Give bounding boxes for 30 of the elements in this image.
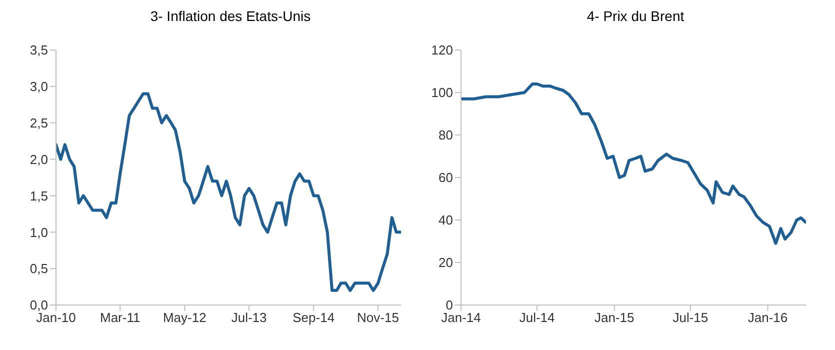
y-tick-label: 1,5 (30, 188, 48, 204)
x-tick-label: Jul-14 (519, 310, 555, 326)
y-tick-label: 0,0 (30, 298, 48, 313)
x-tick-label: Nov-15 (357, 310, 399, 326)
x-tick-label: Jul-13 (231, 310, 267, 326)
x-tick-label: Mar-11 (100, 310, 140, 326)
x-tick-label: Jan-16 (748, 310, 788, 326)
y-tick-label: 120 (431, 42, 453, 58)
x-tick-label: Jan-10 (36, 310, 76, 326)
y-tick-label: 20 (438, 255, 453, 270)
y-tick-label: 3,5 (30, 42, 48, 58)
y-tick-label: 60 (438, 170, 453, 186)
x-tick-label: Jul-15 (672, 310, 708, 326)
y-tick-label: 40 (438, 212, 453, 228)
line-series (56, 92, 401, 292)
y-tick-label: 0 (446, 298, 453, 313)
x-tick-label: Jan-14 (441, 310, 481, 326)
chart-title: 4- Prix du Brent (586, 8, 686, 26)
line-series (461, 82, 806, 245)
x-tick-label: Jan-15 (594, 310, 634, 326)
x-tick-label: Sep-14 (292, 310, 335, 326)
y-tick-label: 2,0 (30, 152, 48, 167)
y-tick-label: 2,5 (30, 115, 48, 130)
y-tick-label: 1,0 (30, 224, 48, 240)
y-tick-label: 80 (438, 128, 453, 143)
chart-title: 3- Inflation des Etats-Unis (149, 8, 312, 26)
y-tick-label: 3,0 (30, 79, 48, 94)
x-tick-label: May-12 (162, 310, 206, 326)
y-tick-label: 0,5 (30, 261, 48, 276)
y-tick-label: 100 (431, 85, 453, 100)
